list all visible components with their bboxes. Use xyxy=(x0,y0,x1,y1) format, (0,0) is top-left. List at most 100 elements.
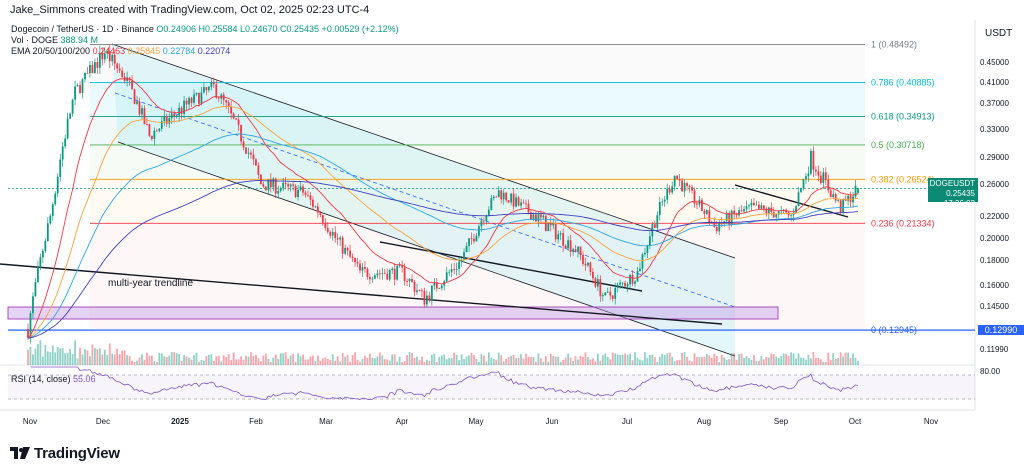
candle-body xyxy=(725,212,728,222)
volume-bar xyxy=(180,360,183,365)
volume-bar xyxy=(433,353,436,365)
volume-bar xyxy=(160,353,163,365)
candle-body xyxy=(753,202,755,206)
candle-body xyxy=(103,53,106,60)
ema200-line xyxy=(27,180,859,339)
volume-bar xyxy=(344,356,347,365)
candle-body xyxy=(116,63,119,69)
volume-bar xyxy=(406,355,408,365)
candle-body xyxy=(482,220,485,222)
symbol-name[interactable]: Dogecoin / TetherUS · 1D · Binance xyxy=(11,24,154,34)
volume-bar xyxy=(748,358,750,365)
volume-bar xyxy=(500,355,503,365)
volume-bar xyxy=(27,349,29,365)
tradingview-logo-icon xyxy=(10,447,30,459)
candle-body xyxy=(27,329,29,339)
volume-bar xyxy=(411,353,413,365)
candle-body xyxy=(591,271,594,279)
candle-body xyxy=(336,238,339,240)
candle-body xyxy=(440,285,443,289)
candle-body xyxy=(153,130,156,140)
candle-body xyxy=(777,210,780,215)
volume-bar xyxy=(341,353,344,365)
candle-body xyxy=(676,175,679,180)
volume-bar xyxy=(32,354,34,365)
candle-body xyxy=(39,257,42,267)
volume-bar xyxy=(386,359,389,365)
volume-bar xyxy=(564,357,567,365)
candle-body xyxy=(356,262,359,264)
candle-body xyxy=(507,200,510,203)
volume-bar xyxy=(150,355,153,365)
volume-bar xyxy=(703,356,706,365)
candle-body xyxy=(557,234,560,240)
volume-bar xyxy=(401,361,404,365)
candle-body xyxy=(708,210,711,223)
candle-body xyxy=(614,287,617,299)
volume-bar xyxy=(525,353,527,365)
volume-bar xyxy=(767,357,770,365)
volume-bar xyxy=(770,353,773,365)
volume-bar xyxy=(418,360,421,365)
volume-bar xyxy=(391,354,394,365)
volume-bar xyxy=(777,358,780,365)
candle-body xyxy=(463,252,465,261)
candle-body xyxy=(601,295,604,297)
volume-bar xyxy=(844,352,847,365)
volume-bar xyxy=(559,361,562,365)
tradingview-logo[interactable]: TradingView xyxy=(10,445,120,462)
time-label-3: Feb xyxy=(249,417,263,426)
volume-bar xyxy=(396,361,399,365)
candle-body xyxy=(316,206,319,213)
volume-bar xyxy=(587,356,589,365)
fib-label-5: 0.236 (0.21334) xyxy=(871,218,935,228)
candle-body xyxy=(393,268,396,280)
candle-body xyxy=(701,199,703,211)
volume-bar xyxy=(175,353,178,365)
ema50-value: 0.25845 xyxy=(127,46,161,56)
volume-bar xyxy=(589,359,592,365)
volume-bar xyxy=(165,357,168,365)
candle-body xyxy=(307,194,309,196)
candle-body xyxy=(696,203,698,205)
volume-bar xyxy=(839,352,842,365)
volume-bar xyxy=(247,356,250,365)
volume-bar xyxy=(123,350,126,365)
volume-bar xyxy=(653,357,656,365)
candle-body xyxy=(594,278,597,287)
candle-body xyxy=(232,113,235,119)
volume-bar xyxy=(173,352,176,365)
ema-label[interactable]: EMA 20/50/100/200 xyxy=(11,46,91,56)
volume-bar xyxy=(663,354,666,365)
candle-body xyxy=(807,173,810,177)
candle-body xyxy=(165,116,168,124)
volume-bar xyxy=(54,352,57,365)
candle-body xyxy=(349,250,351,257)
volume-bar xyxy=(346,355,349,365)
candle-body xyxy=(376,273,379,276)
volume-bar xyxy=(455,354,458,365)
volume-label[interactable]: Vol · DOGE xyxy=(11,35,59,45)
candle-body xyxy=(54,193,57,205)
candle-body xyxy=(41,250,44,258)
volume-bar xyxy=(334,360,337,365)
candle-body xyxy=(579,246,582,255)
volume-bar xyxy=(569,357,572,365)
volume-bar xyxy=(69,348,72,365)
candle-body xyxy=(532,214,535,220)
candle-body xyxy=(148,124,151,136)
candle-body xyxy=(143,108,146,125)
volume-bar xyxy=(430,354,433,365)
volume-bar xyxy=(232,352,235,365)
rsi-label[interactable]: RSI (14, close) xyxy=(11,374,71,384)
candle-body xyxy=(445,272,448,282)
candle-body xyxy=(326,227,329,232)
volume-bar xyxy=(458,360,461,365)
volume-bar xyxy=(356,359,359,365)
volume-bar xyxy=(314,360,317,365)
candle-body xyxy=(284,182,287,185)
volume-bar xyxy=(619,354,622,365)
volume-bar xyxy=(103,349,106,365)
volume-bar xyxy=(671,356,674,365)
